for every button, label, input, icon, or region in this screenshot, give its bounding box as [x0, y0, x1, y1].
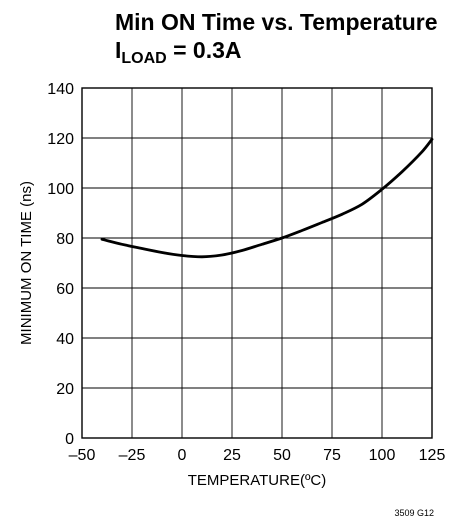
- y-tick-label: 0: [65, 431, 74, 448]
- series-group: [100, 137, 434, 259]
- figure-id: 3509 G12: [394, 508, 434, 518]
- x-tick-label: 100: [369, 447, 396, 464]
- subtitle-subscript: LOAD: [121, 50, 167, 67]
- grid: [81, 87, 433, 439]
- x-tick-label: 50: [273, 447, 291, 464]
- y-axis-label: MINIMUM ON TIME (ns): [18, 181, 35, 345]
- x-tick-label: 0: [178, 447, 187, 464]
- y-tick-label: 80: [56, 231, 74, 248]
- y-tick-label: 20: [56, 381, 74, 398]
- chart-subtitle: ILOAD = 0.3A: [115, 36, 438, 67]
- series-line: [100, 137, 434, 259]
- y-tick-label: 60: [56, 281, 74, 298]
- x-axis-label: TEMPERATURE(ºC): [188, 472, 327, 489]
- subtitle-prefix: I: [115, 37, 122, 63]
- x-tick-label: 125: [419, 447, 446, 464]
- subtitle-suffix: = 0.3A: [166, 37, 242, 63]
- x-tick-label: –25: [119, 447, 146, 464]
- x-tick-label: 25: [223, 447, 241, 464]
- y-tick-label: 40: [56, 331, 74, 348]
- plot-frame: [81, 87, 433, 439]
- y-tick-label: 140: [47, 81, 74, 98]
- x-tick-label: –50: [69, 447, 96, 464]
- x-tick-label: 75: [323, 447, 341, 464]
- chart-title-block: Min ON Time vs. Temperature ILOAD = 0.3A: [115, 8, 438, 67]
- y-tick-label: 100: [47, 181, 74, 198]
- y-tick-label: 120: [47, 131, 74, 148]
- x-tick-labels: –50 –25 0 25 50 75 100 125: [69, 447, 446, 464]
- y-tick-labels: 0 20 40 60 80 100 120 140: [47, 81, 74, 448]
- chart-title: Min ON Time vs. Temperature: [115, 9, 438, 35]
